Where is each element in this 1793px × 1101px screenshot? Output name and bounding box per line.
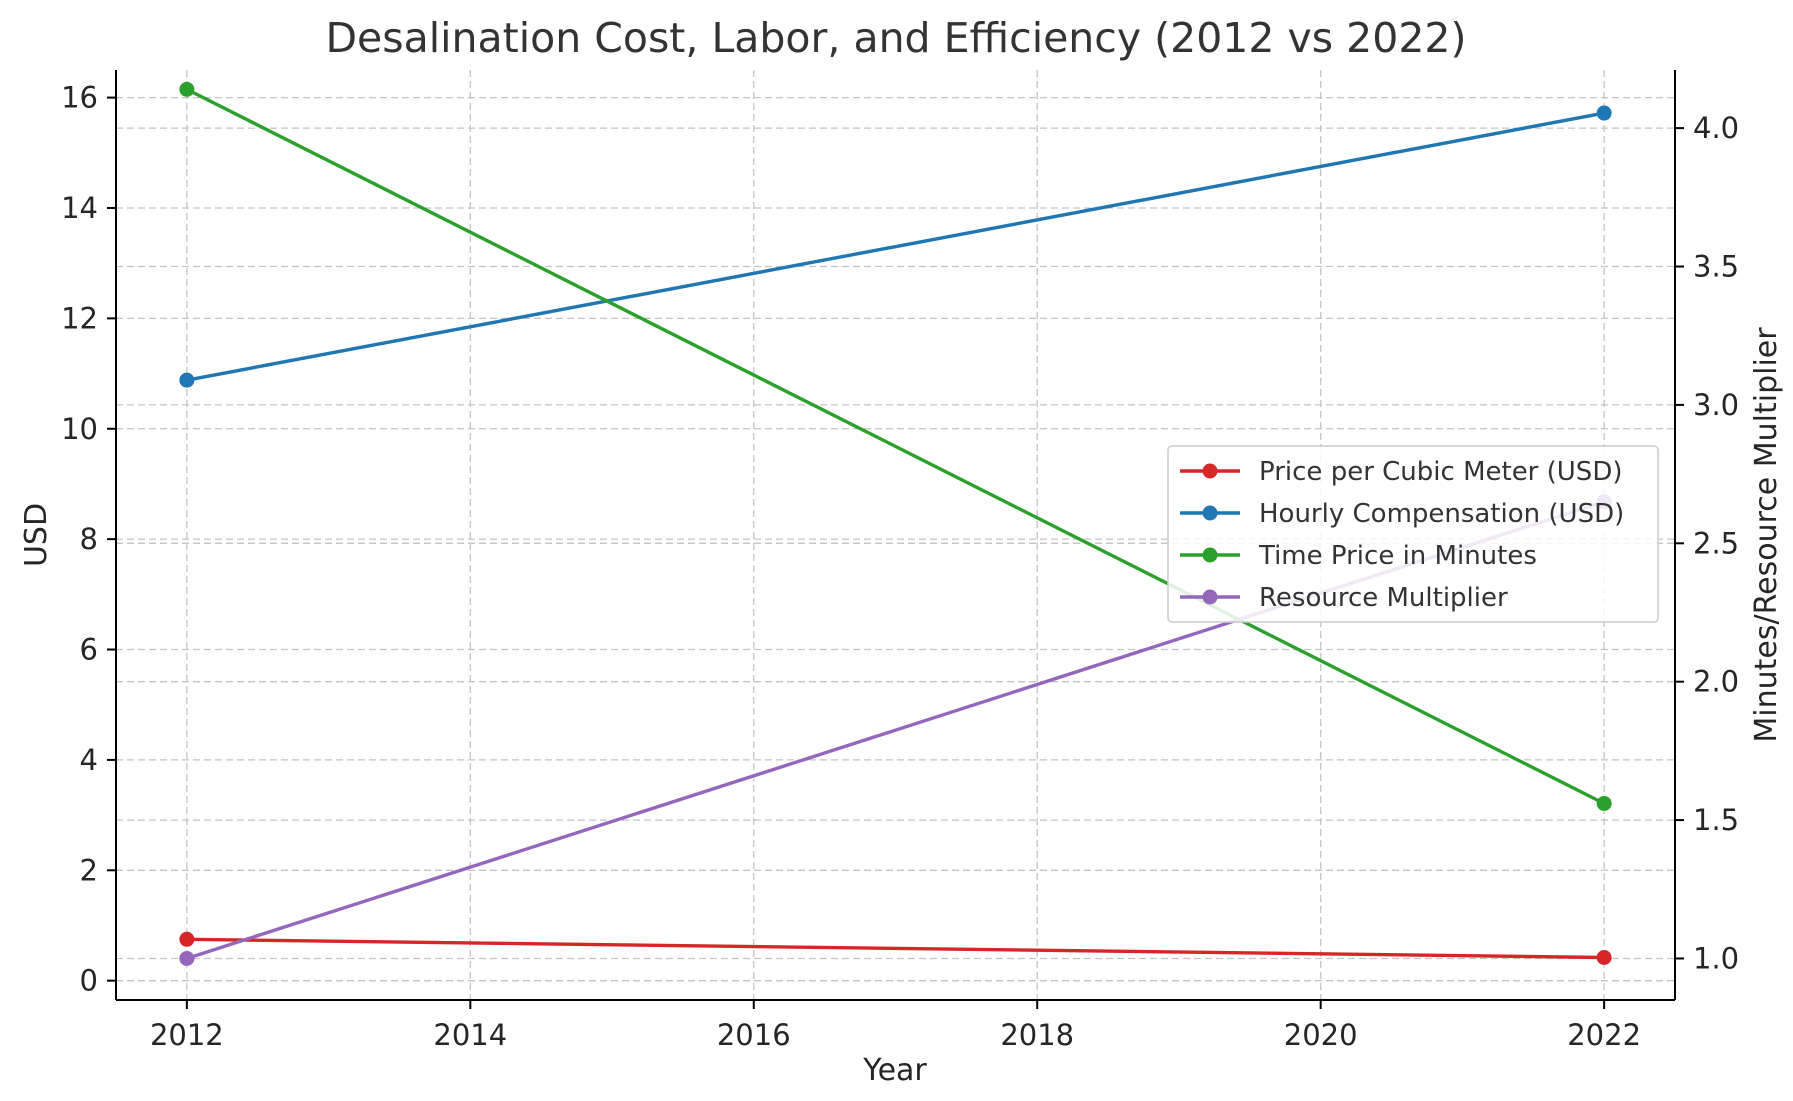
- left-y-tick-label: 6: [80, 633, 98, 667]
- left-y-tick-label: 8: [80, 522, 98, 556]
- legend-label: Time Price in Minutes: [1258, 541, 1537, 571]
- right-y-tick-label: 3.0: [1693, 388, 1739, 422]
- ticks: 2012 2014 2016 2018 2020 2022 0 2 4 6 8 10 12 14 16 1.0…: [61, 81, 1739, 1052]
- left-y-axis-label: USD: [19, 503, 54, 567]
- left-y-tick-label: 14: [61, 191, 98, 225]
- axes: [115, 70, 1676, 1001]
- left-y-tick-label: 0: [80, 964, 98, 998]
- legend-marker: [1202, 547, 1218, 563]
- data-point-resource-multiplier: [179, 950, 195, 966]
- x-tick-label: 2022: [1567, 1018, 1641, 1052]
- left-y-tick-label: 10: [61, 412, 98, 446]
- data-point-hourly-compensation-usd: [1596, 105, 1612, 121]
- left-y-tick-label: 12: [61, 301, 98, 335]
- data-point-time-price-in-minutes: [179, 81, 195, 97]
- legend-marker: [1202, 463, 1218, 479]
- x-tick-label: 2018: [1000, 1018, 1074, 1052]
- series-line-price-per-cubic-meter-usd: [186, 937, 1605, 960]
- data-point-time-price-in-minutes: [1596, 795, 1612, 811]
- legend-label: Hourly Compensation (USD): [1259, 499, 1624, 529]
- right-y-tick-label: 4.0: [1693, 111, 1739, 145]
- legend-marker: [1202, 505, 1218, 521]
- x-tick-label: 2020: [1284, 1018, 1358, 1052]
- left-y-tick-label: 16: [61, 81, 98, 115]
- grid: [116, 70, 1675, 1000]
- legend-marker: [1202, 589, 1218, 605]
- left-y-tick-label: 2: [80, 853, 98, 887]
- right-y-tick-label: 1.5: [1693, 803, 1739, 837]
- right-y-tick-label: 1.0: [1693, 941, 1739, 975]
- x-tick-label: 2012: [150, 1018, 224, 1052]
- series-line-hourly-compensation-usd: [186, 111, 1605, 382]
- x-tick-label: 2014: [433, 1018, 507, 1052]
- data-point-hourly-compensation-usd: [179, 372, 195, 388]
- chart-title: Desalination Cost, Labor, and Efficiency…: [325, 14, 1466, 62]
- legend: Price per Cubic Meter (USD) Hourly Compen…: [1167, 445, 1659, 623]
- data-point-price-per-cubic-meter-usd: [179, 931, 195, 947]
- data-point-price-per-cubic-meter-usd: [1596, 950, 1612, 966]
- right-y-tick-label: 3.5: [1693, 250, 1739, 284]
- right-y-tick-label: 2.5: [1693, 526, 1739, 560]
- right-y-tick-label: 2.0: [1693, 665, 1739, 699]
- legend-label: Resource Multiplier: [1259, 583, 1508, 613]
- legend-label: Price per Cubic Meter (USD): [1259, 457, 1622, 487]
- x-tick-label: 2016: [717, 1018, 791, 1052]
- left-y-tick-label: 4: [80, 743, 98, 777]
- series-line-time-price-in-minutes: [186, 87, 1605, 806]
- right-y-axis-label: Minutes/Resource Multiplier: [1749, 327, 1784, 743]
- legend-box: [1167, 445, 1659, 623]
- x-axis-label: Year: [862, 1053, 927, 1088]
